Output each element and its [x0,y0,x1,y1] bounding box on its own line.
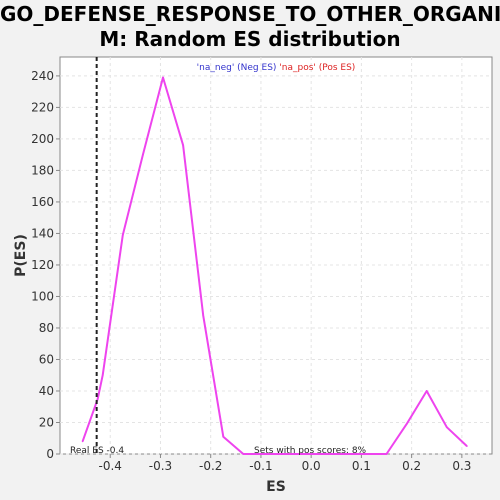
data-point [202,314,204,317]
legend-entry: 'na_pos' (Pos ES) [276,63,355,73]
legend: 'na_neg' (Neg ES) 'na_pos' (Pos ES) [197,63,356,73]
data-point [121,234,124,236]
x-tick-label: 0.2 [402,459,421,473]
y-tick-label: 40 [39,384,54,398]
chart-title-line-2: M: Random ES distribution [99,27,401,51]
y-tick-label: 80 [39,321,54,335]
real-es-label: Real ES -0.4 [70,446,124,456]
data-point [162,76,164,79]
x-tick-label: 0.1 [352,459,371,473]
data-point [81,440,84,443]
plot-area [59,56,493,455]
x-tick-label: -0.4 [99,459,122,473]
y-tick-label: 100 [31,289,54,303]
x-tick-label: -0.1 [249,459,272,473]
x-axis-label: ES [266,479,286,495]
series-line [81,76,468,455]
data-point [242,453,245,455]
chart-title-line-1: GO_DEFENSE_RESPONSE_TO_OTHER_ORGANIS [0,2,500,26]
pos-scores-annotation: Sets with pos scores: 8% [254,446,367,456]
data-point [466,445,468,447]
y-tick-label: 200 [31,132,54,146]
data-point [385,453,388,455]
y-tick-label: 120 [31,258,54,272]
y-axis-label: P(ES) [13,234,29,277]
y-tick-label: 60 [39,352,54,366]
y-tick-label: 140 [31,226,54,240]
data-point [222,435,225,438]
y-tick-label: 220 [31,100,54,114]
y-tick-label: 180 [31,163,54,177]
y-tick-label: 0 [46,447,54,461]
y-tick-label: 160 [31,195,54,209]
x-tick-label: -0.3 [149,459,172,473]
data-point [445,426,448,429]
data-point [405,423,408,425]
data-point [262,453,265,455]
data-point [96,398,99,400]
data-point [101,374,104,377]
data-point [142,153,144,156]
y-tick-label: 20 [39,415,54,429]
chart-title: GO_DEFENSE_RESPONSE_TO_OTHER_ORGANIS M: … [0,2,500,52]
data-point [425,390,428,392]
x-tick-label: 0.0 [302,459,321,473]
y-tick-label: 240 [31,69,54,83]
x-tick-label: -0.2 [199,459,222,473]
data-point [182,144,184,147]
x-tick-label: 0.3 [452,459,471,473]
legend-entry: 'na_neg' (Neg ES) [197,63,277,73]
